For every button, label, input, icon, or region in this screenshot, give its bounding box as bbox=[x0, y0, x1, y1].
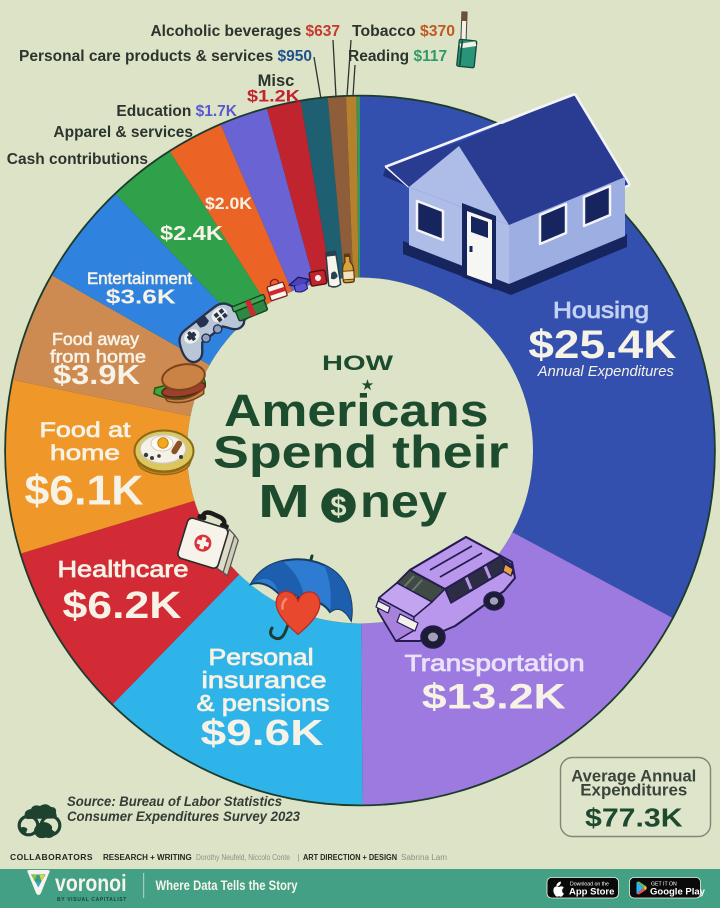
svg-text:Healthcare: Healthcare bbox=[58, 556, 189, 582]
svg-text:from home: from home bbox=[50, 347, 146, 367]
svg-text:$1.2K: $1.2K bbox=[247, 88, 300, 106]
svg-text:$3.6K: $3.6K bbox=[106, 287, 177, 309]
svg-text:HOW: HOW bbox=[322, 352, 393, 375]
svg-text:Food at: Food at bbox=[40, 419, 131, 442]
svg-text:Education $1.7K: Education $1.7K bbox=[116, 103, 237, 120]
svg-text:$25.4K: $25.4K bbox=[528, 323, 676, 367]
svg-text:Annual Expenditures: Annual Expenditures bbox=[537, 364, 674, 380]
svg-text:$9.6K: $9.6K bbox=[201, 712, 324, 753]
svg-text:Personal care products & servi: Personal care products & services $950 bbox=[19, 48, 312, 65]
svg-text:Misc: Misc bbox=[258, 72, 295, 90]
svg-text:Entertainment: Entertainment bbox=[87, 269, 192, 288]
svg-text:Sabrina Lam: Sabrina Lam bbox=[401, 853, 447, 862]
svg-text:Food away: Food away bbox=[52, 329, 139, 349]
svg-text:Tobacco $370: Tobacco $370 bbox=[352, 23, 455, 40]
svg-text:Reading $117: Reading $117 bbox=[348, 48, 447, 65]
svg-text:Google Play: Google Play bbox=[650, 887, 706, 898]
svg-text:Cash contributions: Cash contributions bbox=[7, 151, 148, 168]
svg-text:★: ★ bbox=[361, 377, 374, 394]
svg-text:$13.2K: $13.2K bbox=[422, 678, 566, 717]
svg-text:$77.3K: $77.3K bbox=[585, 802, 683, 832]
svg-text:$: $ bbox=[330, 491, 346, 523]
svg-text:Spend their: Spend their bbox=[213, 427, 509, 478]
svg-text:Download on the: Download on the bbox=[570, 882, 609, 888]
svg-text:$2.0K: $2.0K bbox=[205, 195, 252, 213]
svg-text:Housing: Housing bbox=[553, 297, 649, 323]
svg-text:M: M bbox=[258, 475, 310, 527]
svg-text:COLLABORATORS: COLLABORATORS bbox=[10, 852, 93, 862]
svg-text:|: | bbox=[298, 853, 300, 862]
svg-text:Consumer Expenditures Survey 2: Consumer Expenditures Survey 2023 bbox=[67, 809, 300, 824]
svg-text:Apparel & services: Apparel & services bbox=[53, 124, 193, 141]
svg-text:$6.1K: $6.1K bbox=[25, 467, 144, 514]
svg-text:BY VISUAL CAPITALIST: BY VISUAL CAPITALIST bbox=[57, 897, 127, 903]
svg-text:ney: ney bbox=[360, 475, 447, 527]
svg-text:Personal: Personal bbox=[209, 644, 314, 670]
svg-text:$2.4K: $2.4K bbox=[160, 222, 223, 245]
svg-text:ART DIRECTION + DESIGN: ART DIRECTION + DESIGN bbox=[303, 853, 397, 862]
svg-text:home: home bbox=[50, 442, 120, 465]
svg-text:$6.2K: $6.2K bbox=[63, 585, 183, 627]
svg-text:& pensions: & pensions bbox=[197, 690, 330, 716]
svg-text:Average Annual: Average Annual bbox=[571, 766, 696, 785]
svg-text:GET IT ON: GET IT ON bbox=[651, 882, 677, 888]
svg-text:Transportation: Transportation bbox=[405, 650, 585, 676]
svg-text:RESEARCH + WRITING: RESEARCH + WRITING bbox=[103, 853, 192, 862]
svg-text:$3.9K: $3.9K bbox=[53, 359, 140, 390]
svg-text:insurance: insurance bbox=[202, 667, 327, 693]
svg-text:Source: Bureau of Labor Statis: Source: Bureau of Labor Statistics bbox=[67, 794, 282, 809]
svg-text:voronoi: voronoi bbox=[55, 870, 127, 896]
svg-text:Alcoholic beverages $637: Alcoholic beverages $637 bbox=[150, 23, 340, 40]
svg-text:Dorothy Neufeld, Niccolo Conte: Dorothy Neufeld, Niccolo Conte bbox=[196, 853, 290, 862]
svg-text:Americans: Americans bbox=[224, 385, 489, 436]
svg-text:App Store: App Store bbox=[569, 887, 614, 898]
svg-text:Where Data Tells the Story: Where Data Tells the Story bbox=[156, 878, 298, 893]
svg-text:Expenditures: Expenditures bbox=[580, 781, 687, 800]
